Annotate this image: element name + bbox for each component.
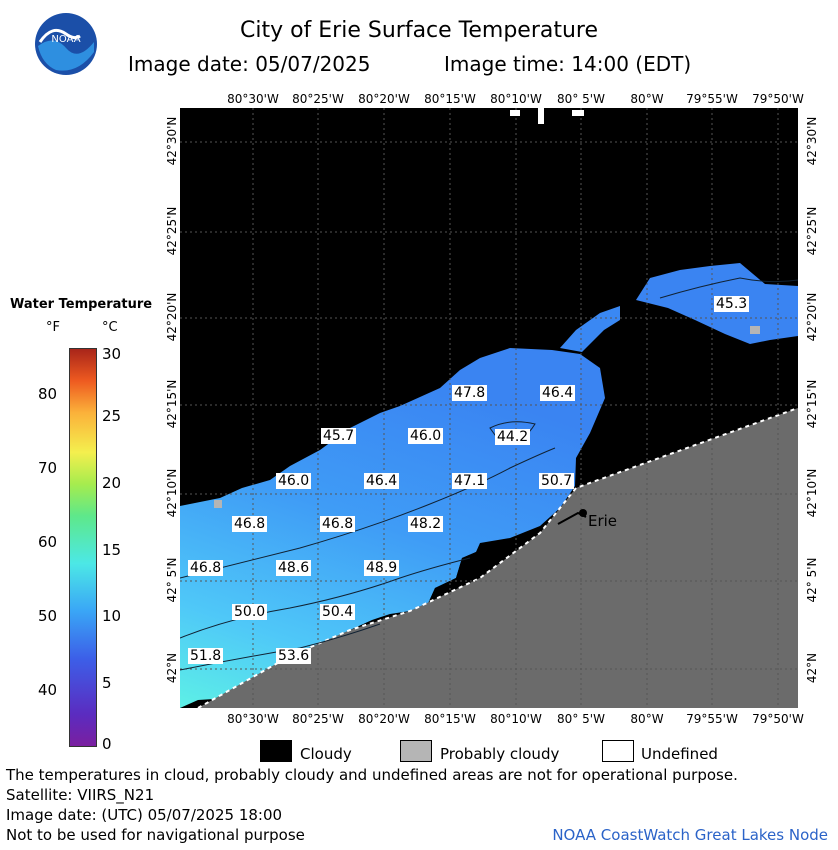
temp-label: 46.8 bbox=[232, 516, 268, 532]
lon-label: 80°10'W bbox=[490, 712, 542, 726]
lat-label: 42° 5'N bbox=[805, 557, 819, 603]
footer-credit: NOAA CoastWatch Great Lakes Node bbox=[552, 826, 828, 844]
temp-label: 53.6 bbox=[276, 648, 312, 664]
scale-unit-f: °F bbox=[46, 320, 60, 335]
f-tick: 70 bbox=[38, 459, 58, 477]
legend-cloudy-label: Cloudy bbox=[300, 745, 352, 763]
lat-label: 42°10'N bbox=[165, 468, 179, 518]
temp-label: 46.4 bbox=[364, 473, 400, 489]
erie-city-marker bbox=[579, 509, 587, 517]
lon-label: 80°30'W bbox=[227, 92, 279, 106]
city-label: Erie bbox=[588, 512, 618, 530]
undefined-patch bbox=[572, 110, 584, 116]
lat-label: 42°20'N bbox=[165, 292, 179, 342]
lon-label: 80° 5'W bbox=[557, 712, 605, 726]
c-tick: 15 bbox=[102, 541, 122, 559]
land-area bbox=[198, 408, 798, 708]
lon-label: 80°25'W bbox=[292, 92, 344, 106]
noaa-logo: NOAA bbox=[34, 12, 98, 76]
lat-label: 42°N bbox=[165, 652, 179, 684]
lat-label: 42°10'N bbox=[805, 468, 819, 518]
lon-label: 80°30'W bbox=[227, 712, 279, 726]
temperature-map bbox=[179, 108, 799, 709]
lat-label: 42°30'N bbox=[805, 116, 819, 166]
lat-label: 42°20'N bbox=[805, 292, 819, 342]
c-tick: 5 bbox=[102, 674, 112, 692]
temp-label: 46.8 bbox=[188, 560, 224, 576]
temp-label: 50.0 bbox=[232, 604, 268, 620]
legend-undefined-swatch bbox=[602, 740, 634, 762]
legend-cloudy-swatch bbox=[260, 740, 292, 762]
lon-label: 79°55'W bbox=[686, 92, 738, 106]
c-tick: 0 bbox=[102, 735, 112, 753]
footer-disclaimer: The temperatures in cloud, probably clou… bbox=[6, 766, 738, 784]
lon-label: 79°55'W bbox=[686, 712, 738, 726]
lon-label: 80°25'W bbox=[292, 712, 344, 726]
lon-label: 80°15'W bbox=[424, 92, 476, 106]
lat-label: 42°25'N bbox=[165, 206, 179, 256]
f-tick: 40 bbox=[38, 681, 58, 699]
c-tick: 25 bbox=[102, 407, 122, 425]
temp-label: 46.8 bbox=[320, 516, 356, 532]
lon-label: 80° 5'W bbox=[557, 92, 605, 106]
temp-label: 46.0 bbox=[408, 428, 444, 444]
scale-unit-c: °C bbox=[102, 320, 118, 335]
temp-label: 46.0 bbox=[276, 473, 312, 489]
lon-label: 79°50'W bbox=[752, 92, 804, 106]
c-tick: 20 bbox=[102, 474, 122, 492]
footer-nav-warning: Not to be used for navigational purpose bbox=[6, 826, 305, 844]
temp-label: 50.7 bbox=[539, 473, 575, 489]
footer-image-date: Image date: (UTC) 05/07/2025 18:00 bbox=[6, 806, 283, 824]
c-tick: 10 bbox=[102, 607, 122, 625]
probably-cloudy-patch bbox=[750, 326, 760, 334]
temp-label: 45.7 bbox=[321, 428, 357, 444]
lat-label: 42°15'N bbox=[805, 379, 819, 429]
lon-label: 80°15'W bbox=[424, 712, 476, 726]
probably-cloudy-patch bbox=[214, 500, 222, 508]
temp-label: 45.3 bbox=[714, 296, 750, 312]
c-tick: 30 bbox=[102, 345, 122, 363]
scale-title: Water Temperature bbox=[10, 297, 153, 312]
legend-probably-cloudy-swatch bbox=[400, 740, 432, 762]
image-date: Image date: 05/07/2025 bbox=[128, 52, 371, 76]
lon-label: 79°50'W bbox=[752, 712, 804, 726]
graticule bbox=[180, 108, 798, 708]
logo-text: NOAA bbox=[51, 34, 80, 45]
lat-label: 42°15'N bbox=[165, 379, 179, 429]
page-title: City of Erie Surface Temperature bbox=[239, 18, 599, 43]
lon-label: 80°W bbox=[630, 712, 664, 726]
lat-label: 42°N bbox=[805, 652, 819, 684]
temp-label: 48.6 bbox=[276, 560, 312, 576]
undefined-patch bbox=[510, 110, 520, 116]
legend-probably-cloudy-label: Probably cloudy bbox=[440, 745, 560, 763]
temp-label: 50.4 bbox=[320, 604, 356, 620]
temp-label: 44.2 bbox=[495, 429, 531, 445]
f-tick: 60 bbox=[38, 533, 58, 551]
lat-label: 42°30'N bbox=[165, 116, 179, 166]
lat-label: 42° 5'N bbox=[165, 557, 179, 603]
legend-undefined-label: Undefined bbox=[641, 745, 718, 763]
undefined-patch bbox=[538, 108, 544, 124]
temp-label: 47.1 bbox=[452, 473, 488, 489]
shoreline bbox=[197, 407, 799, 709]
lon-label: 80°10'W bbox=[490, 92, 542, 106]
temp-label: 48.2 bbox=[408, 516, 444, 532]
temp-label: 51.8 bbox=[188, 648, 224, 664]
f-tick: 50 bbox=[38, 607, 58, 625]
image-time: Image time: 14:00 (EDT) bbox=[444, 52, 692, 76]
lon-label: 80°20'W bbox=[358, 712, 410, 726]
cloud-patch bbox=[426, 548, 480, 608]
temp-label: 47.8 bbox=[452, 385, 488, 401]
footer-satellite: Satellite: VIIRS_N21 bbox=[6, 786, 155, 804]
f-tick: 80 bbox=[38, 385, 58, 403]
temp-label: 46.4 bbox=[540, 385, 576, 401]
temp-label: 48.9 bbox=[364, 560, 400, 576]
color-scale-bar bbox=[69, 348, 97, 747]
lon-label: 80°W bbox=[630, 92, 664, 106]
lat-label: 42°25'N bbox=[805, 206, 819, 256]
lon-label: 80°20'W bbox=[358, 92, 410, 106]
